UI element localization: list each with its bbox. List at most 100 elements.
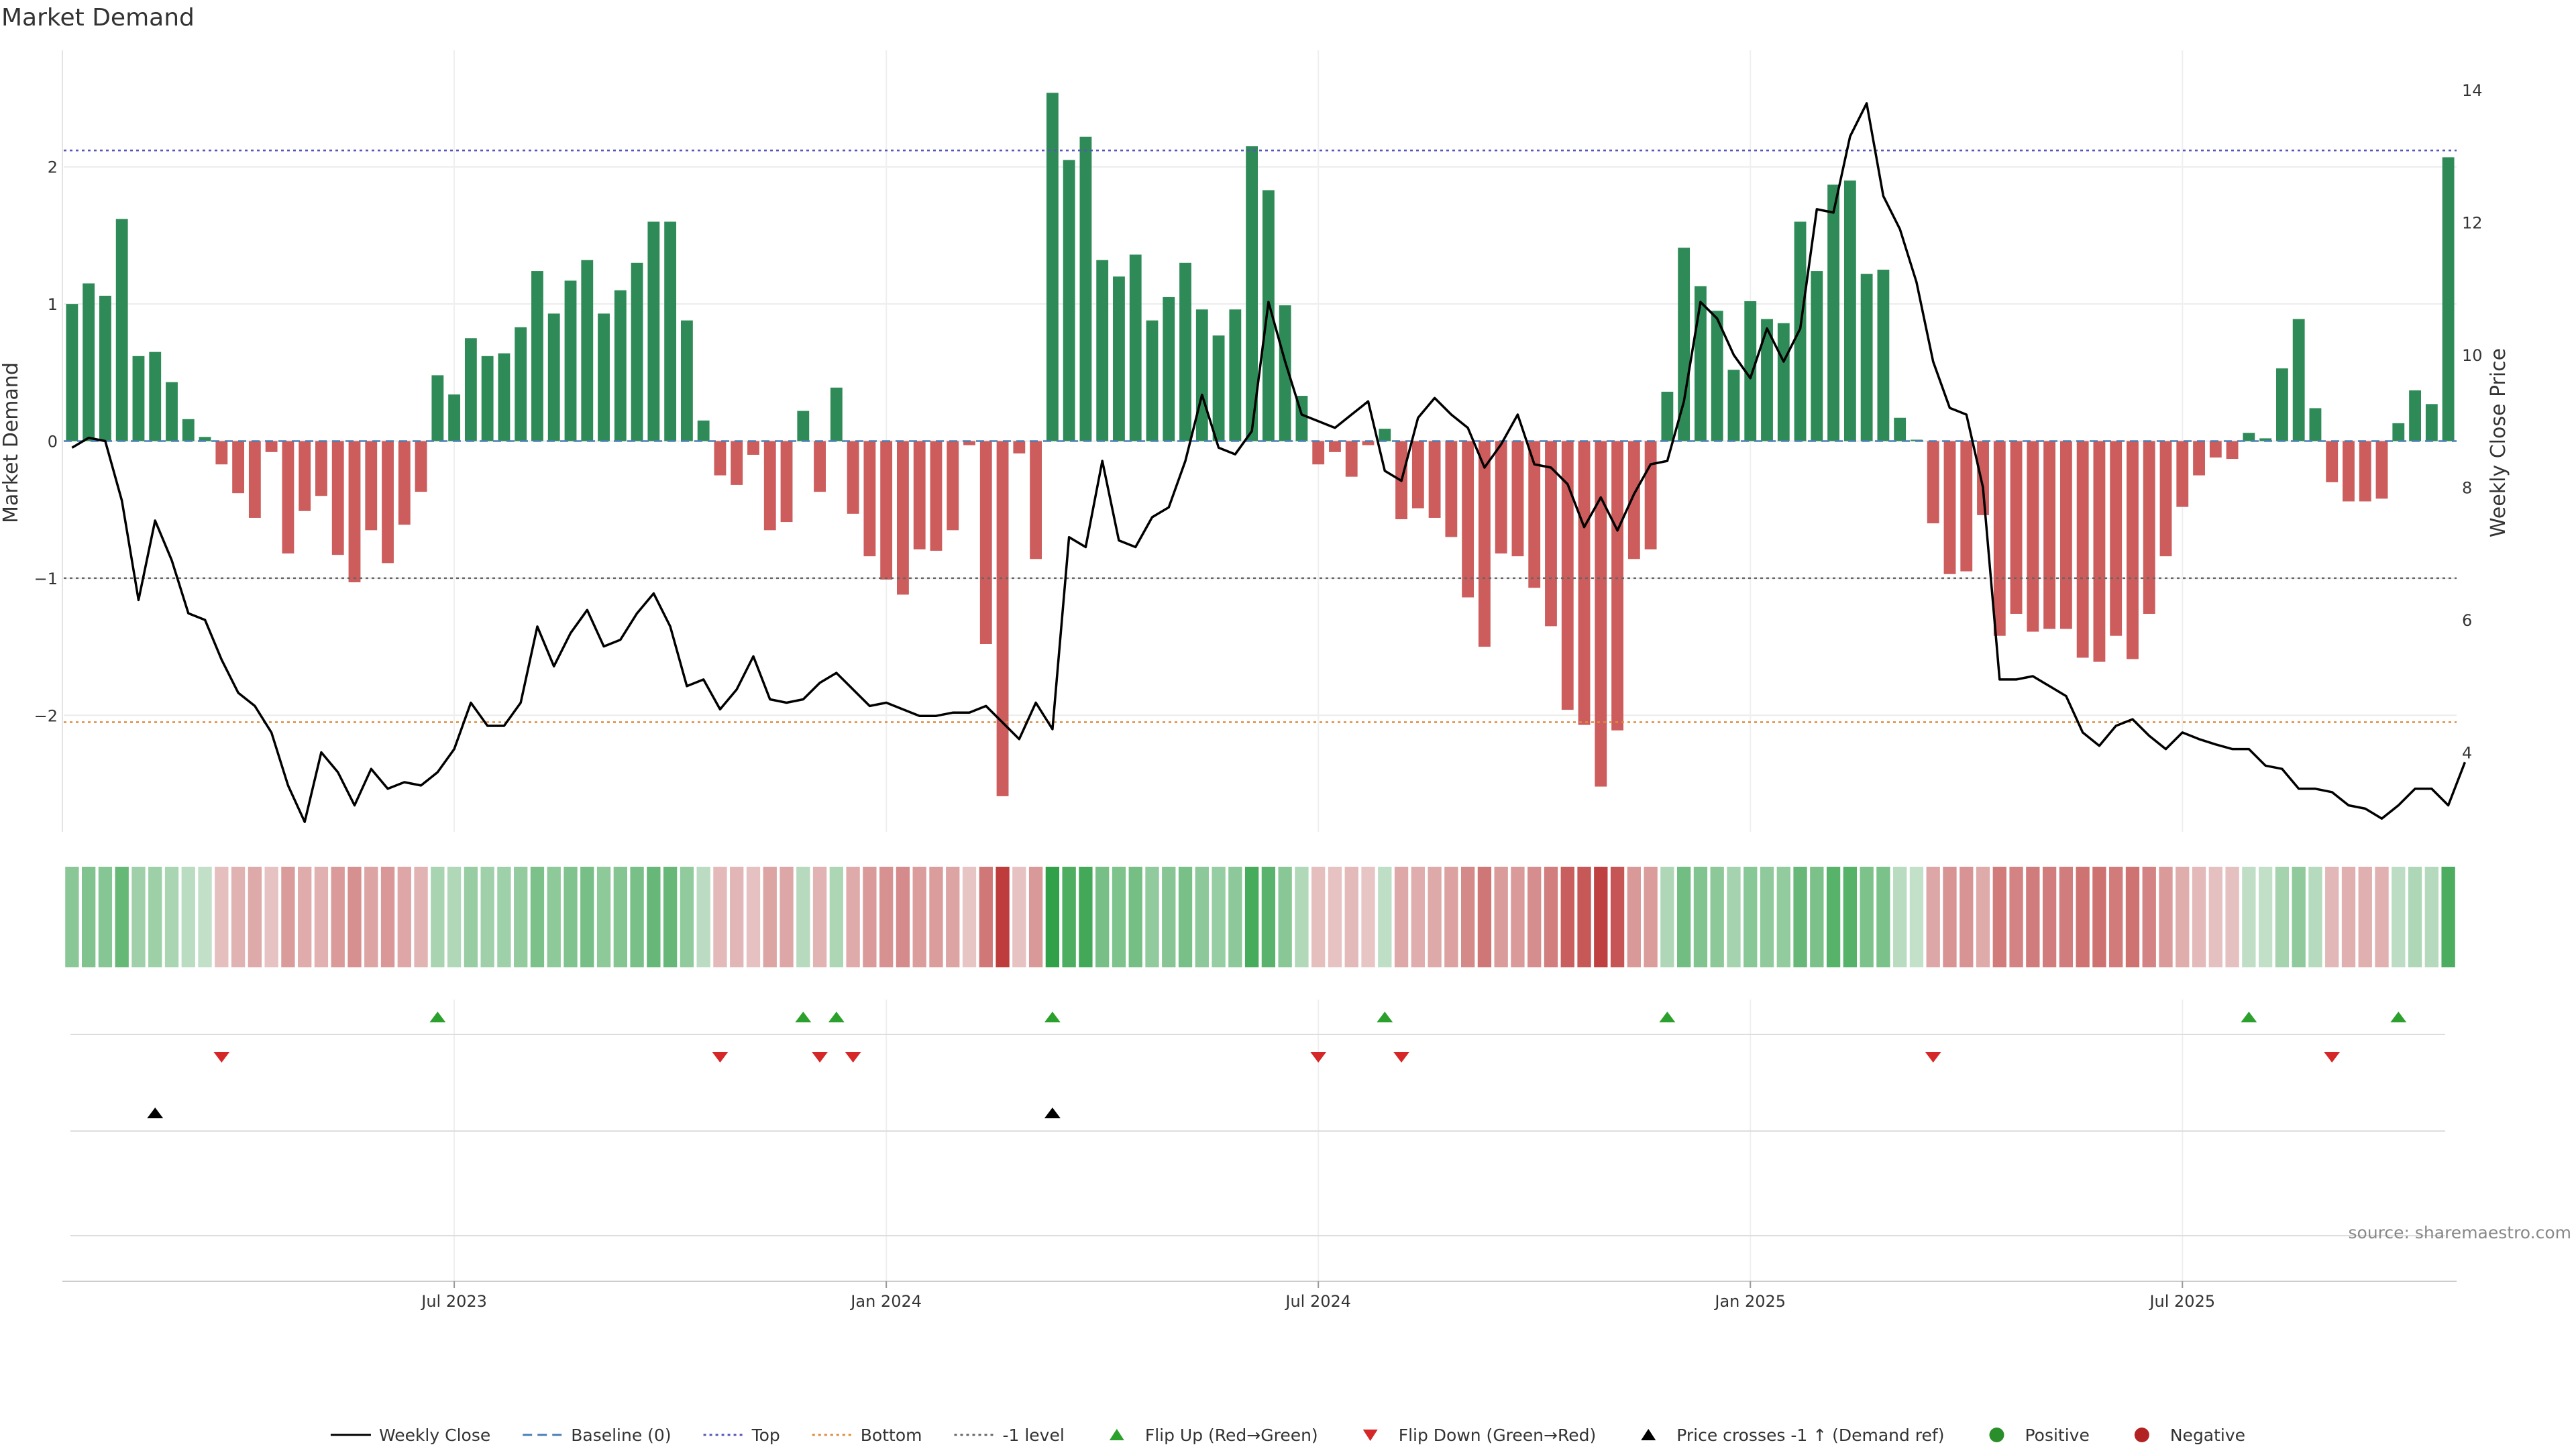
heat-cell — [198, 867, 212, 967]
heat-cell — [2441, 867, 2455, 967]
demand-bar — [996, 441, 1009, 796]
heat-cell — [2159, 867, 2173, 967]
demand-bar — [947, 441, 959, 531]
y2-tick-label: 12 — [2462, 214, 2483, 233]
heat-cell — [2358, 867, 2372, 967]
demand-bar — [515, 327, 527, 441]
heat-cell — [1693, 867, 1708, 967]
flip-up-marker — [2390, 1012, 2407, 1022]
heat-cell — [1145, 867, 1159, 967]
heat-cell — [2176, 867, 2190, 967]
grid-layer — [64, 50, 2457, 1281]
heat-cell — [331, 867, 345, 967]
heat-cell — [1311, 867, 1326, 967]
heat-cell — [1560, 867, 1574, 967]
demand-bar — [1462, 441, 1474, 598]
demand-bar — [431, 375, 444, 441]
demand-bar — [2292, 319, 2305, 441]
demand-bar — [1229, 309, 1242, 441]
heat-cell — [131, 867, 146, 967]
heat-cell — [613, 867, 627, 967]
demand-bar — [581, 260, 594, 441]
flip-up-marker — [1377, 1012, 1393, 1022]
heat-cell — [696, 867, 710, 967]
y-tick-label: 2 — [48, 158, 58, 177]
demand-bar — [2127, 441, 2139, 659]
legend-label: Baseline (0) — [571, 1426, 671, 1445]
demand-bar — [1146, 320, 1159, 441]
flip-down-marker — [1310, 1052, 1327, 1063]
demand-bar — [2326, 441, 2339, 482]
flip-down-marker — [213, 1052, 230, 1063]
demand-bar — [1312, 441, 1325, 465]
heat-cell — [1926, 867, 1940, 967]
demand-bar — [697, 420, 710, 441]
heat-cell — [2242, 867, 2256, 967]
heat-cell — [780, 867, 794, 967]
demand-bar — [1977, 441, 1989, 515]
heat-cell — [1760, 867, 1774, 967]
flip-down-marker — [812, 1052, 828, 1063]
demand-bar — [2193, 441, 2205, 476]
demand-bar — [1744, 301, 1757, 441]
legend-label: Weekly Close — [379, 1426, 490, 1445]
heat-cell — [2009, 867, 2023, 967]
heat-cell — [663, 867, 678, 967]
heat-cell — [530, 867, 545, 967]
heat-cell — [1743, 867, 1758, 967]
heat-cell — [564, 867, 578, 967]
demand-bar — [149, 352, 162, 441]
demand-bar — [415, 441, 427, 492]
demand-bar — [2176, 441, 2189, 507]
legend-label: -1 level — [1002, 1426, 1064, 1445]
demand-bar — [265, 441, 278, 452]
heat-cell — [2341, 867, 2356, 967]
x-tick-label: Jul 2024 — [1284, 1292, 1351, 1311]
demand-bar — [498, 353, 511, 441]
flip-down-marker — [2324, 1052, 2341, 1063]
demand-bar — [2309, 408, 2322, 441]
demand-bar — [1445, 441, 1458, 537]
demand-bar — [863, 441, 876, 557]
y2-tick-label: 10 — [2462, 346, 2483, 365]
heat-cell — [713, 867, 727, 967]
heat-cell — [1544, 867, 1558, 967]
demand-bar — [1927, 441, 1939, 524]
demand-bar — [1511, 441, 1524, 557]
demand-bar — [2010, 441, 2023, 614]
demand-bar — [398, 441, 411, 525]
heat-cell — [164, 867, 179, 967]
demand-bar — [1727, 370, 1740, 441]
demand-bar — [2343, 441, 2355, 502]
legend-swatch — [1362, 1430, 1378, 1441]
demand-bar — [913, 441, 926, 549]
legend-label: Positive — [2025, 1426, 2089, 1445]
demand-bar — [631, 262, 643, 441]
heat-cell — [65, 867, 79, 967]
y2-tick-label: 8 — [2462, 479, 2472, 498]
demand-bar — [1811, 271, 1823, 441]
flip-up-marker — [1659, 1012, 1676, 1022]
heat-cell — [1943, 867, 1957, 967]
source-note: source: sharemaestro.com — [2349, 1223, 2572, 1242]
y2-tick-label: 4 — [2462, 744, 2472, 763]
demand-bar — [99, 295, 111, 441]
legend-item: Negative — [2134, 1426, 2245, 1445]
heat-cell — [946, 867, 960, 967]
demand-bar — [1030, 441, 1042, 559]
legend-swatch — [1109, 1429, 1124, 1440]
heat-cell — [1776, 867, 1790, 967]
demand-bar — [2027, 441, 2039, 632]
demand-bar — [282, 441, 294, 554]
y2-tick-label: 6 — [2462, 611, 2472, 630]
heat-cell — [2258, 867, 2273, 967]
heat-cell — [1843, 867, 1858, 967]
demand-bar — [2442, 157, 2455, 441]
heat-cell — [1444, 867, 1458, 967]
heat-cell — [1228, 867, 1242, 967]
heat-cell — [1992, 867, 2006, 967]
y2-tick-label: 14 — [2462, 81, 2483, 100]
demand-bar — [2143, 441, 2155, 614]
heat-cell — [962, 867, 977, 967]
